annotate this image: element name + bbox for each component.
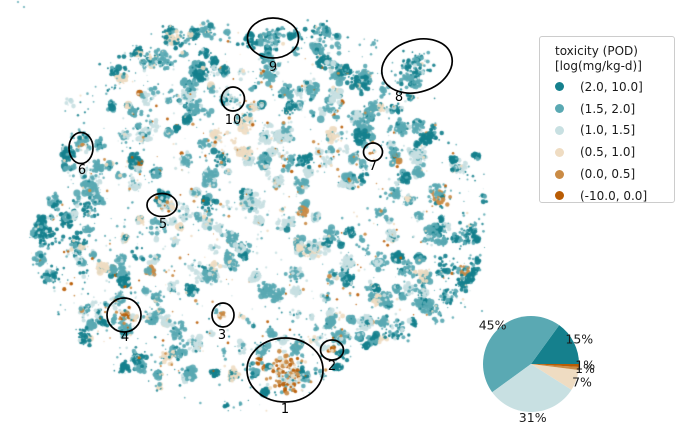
legend-swatch-icon [555,191,564,201]
legend-entry: (1.5, 2.0] [555,98,674,120]
legend-swatch-icon [555,82,564,92]
cluster-number-9: 9 [269,60,277,75]
legend-entries: (2.0, 10.0] (1.5, 2.0] (1.0, 1.5] (0.5, 1.0… [555,76,674,207]
pie-percentage-label-3: 31% [519,410,547,425]
cluster-number-10: 10 [225,113,242,128]
legend-entry: (-10.0, 0.0] [555,185,674,207]
legend-entry: (0.0, 0.5] [555,163,674,185]
cluster-circle-7 [362,142,384,162]
legend-entry-label: (-10.0, 0.0] [580,188,648,203]
cluster-number-2: 2 [328,359,336,374]
cluster-circle-10 [220,86,246,112]
legend-swatch-icon [555,147,564,157]
pie-slice-3 [492,364,572,412]
cluster-number-7: 7 [369,159,377,174]
cluster-circle-2 [319,339,345,361]
pie-slice-2 [483,316,560,393]
cluster-circle-5 [146,192,178,218]
legend-entry: (1.0, 1.5] [555,120,674,142]
cluster-circle-9 [246,17,300,59]
cluster-circle-6 [68,131,94,165]
pie-percentage-label-2: 45% [479,318,507,333]
pie-slice-5 [531,364,579,371]
cluster-number-4: 4 [121,330,129,345]
cluster-number-8: 8 [395,90,403,105]
legend-entry-label: (1.5, 2.0] [580,101,636,116]
pie-percentage-label-1: 15% [565,331,593,346]
legend-swatch-icon [555,169,564,179]
legend-swatch-icon [555,125,564,135]
pie-percentage-label-6: 1% [575,358,595,373]
cluster-number-5: 5 [159,217,167,232]
legend-entry-label: (2.0, 10.0] [580,79,643,94]
pie-percentage-label-5: 1% [575,361,595,376]
pie-slice-4 [531,364,579,390]
cluster-circle-3 [211,302,235,328]
pie-percentage-label-4: 7% [572,374,592,389]
cluster-number-6: 6 [78,163,86,178]
cluster-number-3: 3 [218,328,226,343]
cluster-circle-1 [246,337,324,403]
legend-entry: (2.0, 10.0] [555,76,674,98]
legend-title-line2: [log(mg/kg-d)] [555,58,642,73]
legend-entry-label: (0.5, 1.0] [580,145,636,160]
pie-slice-6 [531,364,580,368]
cluster-number-1: 1 [281,402,289,417]
cluster-circle-4 [106,297,142,333]
pie-slice-1 [531,325,579,364]
cluster-circle-8 [380,38,454,94]
legend-box: toxicity (POD) [log(mg/kg-d)] (2.0, 10.0… [539,36,675,203]
legend-title-line1: toxicity (POD) [555,44,638,58]
legend-entry: (0.5, 1.0] [555,141,674,163]
legend-entry-label: (0.0, 0.5] [580,167,636,182]
legend-entry-label: (1.0, 1.5] [580,123,636,138]
legend-swatch-icon [555,104,564,114]
